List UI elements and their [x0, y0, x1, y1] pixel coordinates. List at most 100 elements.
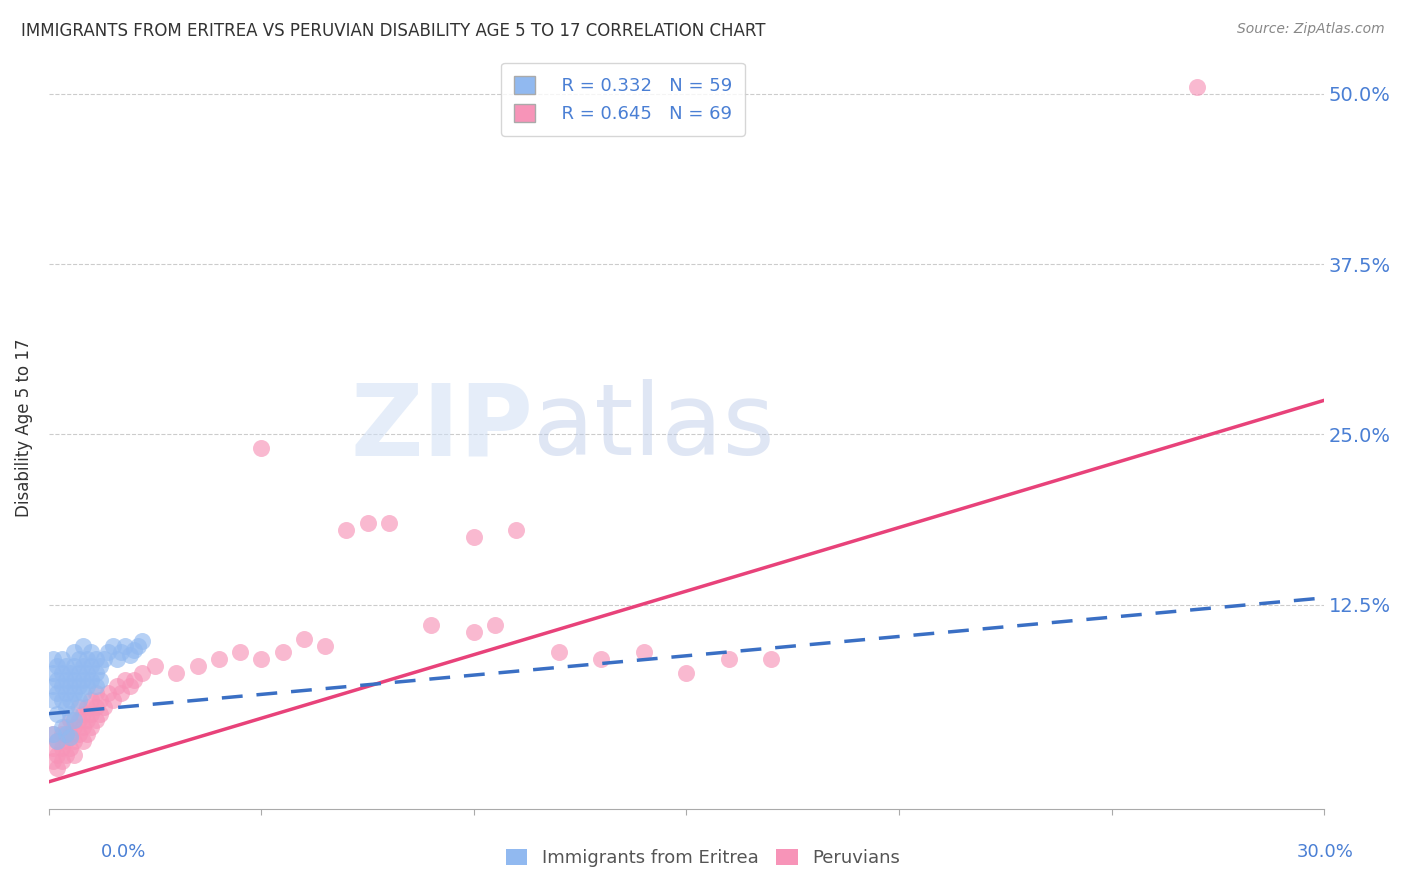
Point	[548, 645, 571, 659]
Point	[42, 693, 65, 707]
Point	[187, 659, 209, 673]
Text: ZIP: ZIP	[350, 379, 533, 476]
Point	[76, 665, 98, 680]
Point	[46, 734, 69, 748]
Point	[51, 680, 73, 694]
Point	[59, 730, 82, 744]
Point	[51, 755, 73, 769]
Point	[76, 727, 98, 741]
Point	[51, 740, 73, 755]
Point	[42, 727, 65, 741]
Point	[76, 714, 98, 728]
Point	[67, 652, 90, 666]
Point	[80, 693, 103, 707]
Point	[72, 673, 94, 687]
Point	[76, 680, 98, 694]
Point	[80, 706, 103, 721]
Point	[110, 645, 132, 659]
Point	[250, 441, 273, 455]
Point	[63, 734, 86, 748]
Point	[122, 642, 145, 657]
Point	[271, 645, 294, 659]
Point	[72, 659, 94, 673]
Point	[63, 659, 86, 673]
Point	[67, 727, 90, 741]
Point	[122, 673, 145, 687]
Point	[80, 659, 103, 673]
Point	[67, 665, 90, 680]
Point	[105, 680, 128, 694]
Point	[118, 680, 141, 694]
Point	[84, 680, 107, 694]
Point	[463, 624, 485, 639]
Point	[51, 665, 73, 680]
Point	[55, 699, 77, 714]
Point	[55, 747, 77, 762]
Point	[89, 706, 111, 721]
Point	[97, 686, 120, 700]
Point	[67, 699, 90, 714]
Text: IMMIGRANTS FROM ERITREA VS PERUVIAN DISABILITY AGE 5 TO 17 CORRELATION CHART: IMMIGRANTS FROM ERITREA VS PERUVIAN DISA…	[21, 22, 766, 40]
Point	[55, 673, 77, 687]
Point	[84, 699, 107, 714]
Point	[101, 639, 124, 653]
Point	[166, 665, 188, 680]
Point	[63, 673, 86, 687]
Point	[59, 740, 82, 755]
Point	[67, 714, 90, 728]
Point	[46, 706, 69, 721]
Point	[131, 634, 153, 648]
Point	[42, 665, 65, 680]
Point	[59, 665, 82, 680]
Point	[72, 720, 94, 734]
Point	[484, 618, 506, 632]
Point	[63, 747, 86, 762]
Point	[72, 706, 94, 721]
Point	[46, 761, 69, 775]
Point	[84, 652, 107, 666]
Point	[55, 727, 77, 741]
Point	[72, 734, 94, 748]
Point	[229, 645, 252, 659]
Point	[89, 659, 111, 673]
Point	[118, 648, 141, 662]
Point	[55, 720, 77, 734]
Point	[105, 652, 128, 666]
Point	[335, 523, 357, 537]
Point	[59, 693, 82, 707]
Point	[89, 673, 111, 687]
Point	[591, 652, 613, 666]
Point	[80, 673, 103, 687]
Legend: Immigrants from Eritrea, Peruvians: Immigrants from Eritrea, Peruvians	[498, 841, 908, 874]
Point	[761, 652, 783, 666]
Point	[72, 639, 94, 653]
Point	[55, 686, 77, 700]
Point	[63, 686, 86, 700]
Point	[42, 680, 65, 694]
Point	[46, 686, 69, 700]
Point	[208, 652, 231, 666]
Point	[42, 652, 65, 666]
Point	[46, 673, 69, 687]
Point	[51, 720, 73, 734]
Point	[51, 727, 73, 741]
Point	[59, 727, 82, 741]
Point	[59, 680, 82, 694]
Point	[127, 639, 149, 653]
Point	[55, 734, 77, 748]
Point	[55, 659, 77, 673]
Point	[46, 659, 69, 673]
Point	[72, 686, 94, 700]
Text: atlas: atlas	[533, 379, 775, 476]
Point	[42, 755, 65, 769]
Point	[250, 652, 273, 666]
Text: 0.0%: 0.0%	[101, 843, 146, 861]
Text: Source: ZipAtlas.com: Source: ZipAtlas.com	[1237, 22, 1385, 37]
Point	[314, 639, 336, 653]
Point	[80, 645, 103, 659]
Point	[114, 673, 136, 687]
Point	[84, 686, 107, 700]
Point	[633, 645, 655, 659]
Point	[84, 665, 107, 680]
Point	[42, 727, 65, 741]
